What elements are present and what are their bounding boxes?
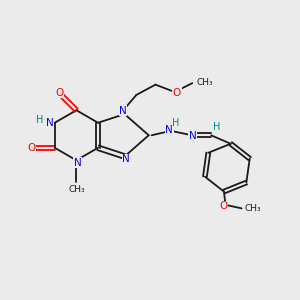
Text: N: N [165,125,173,135]
Text: O: O [56,88,64,98]
Text: O: O [173,88,181,98]
Text: CH₃: CH₃ [196,78,213,87]
Text: CH₃: CH₃ [68,185,85,194]
Text: CH₃: CH₃ [244,204,261,213]
Text: N: N [122,154,130,164]
Text: H: H [172,118,180,128]
Text: N: N [46,118,53,128]
Text: O: O [219,201,227,211]
Text: N: N [189,131,196,141]
Text: H: H [213,122,221,132]
Text: H: H [36,116,43,125]
Text: N: N [74,158,82,168]
Text: O: O [27,143,35,153]
Text: N: N [119,106,127,116]
